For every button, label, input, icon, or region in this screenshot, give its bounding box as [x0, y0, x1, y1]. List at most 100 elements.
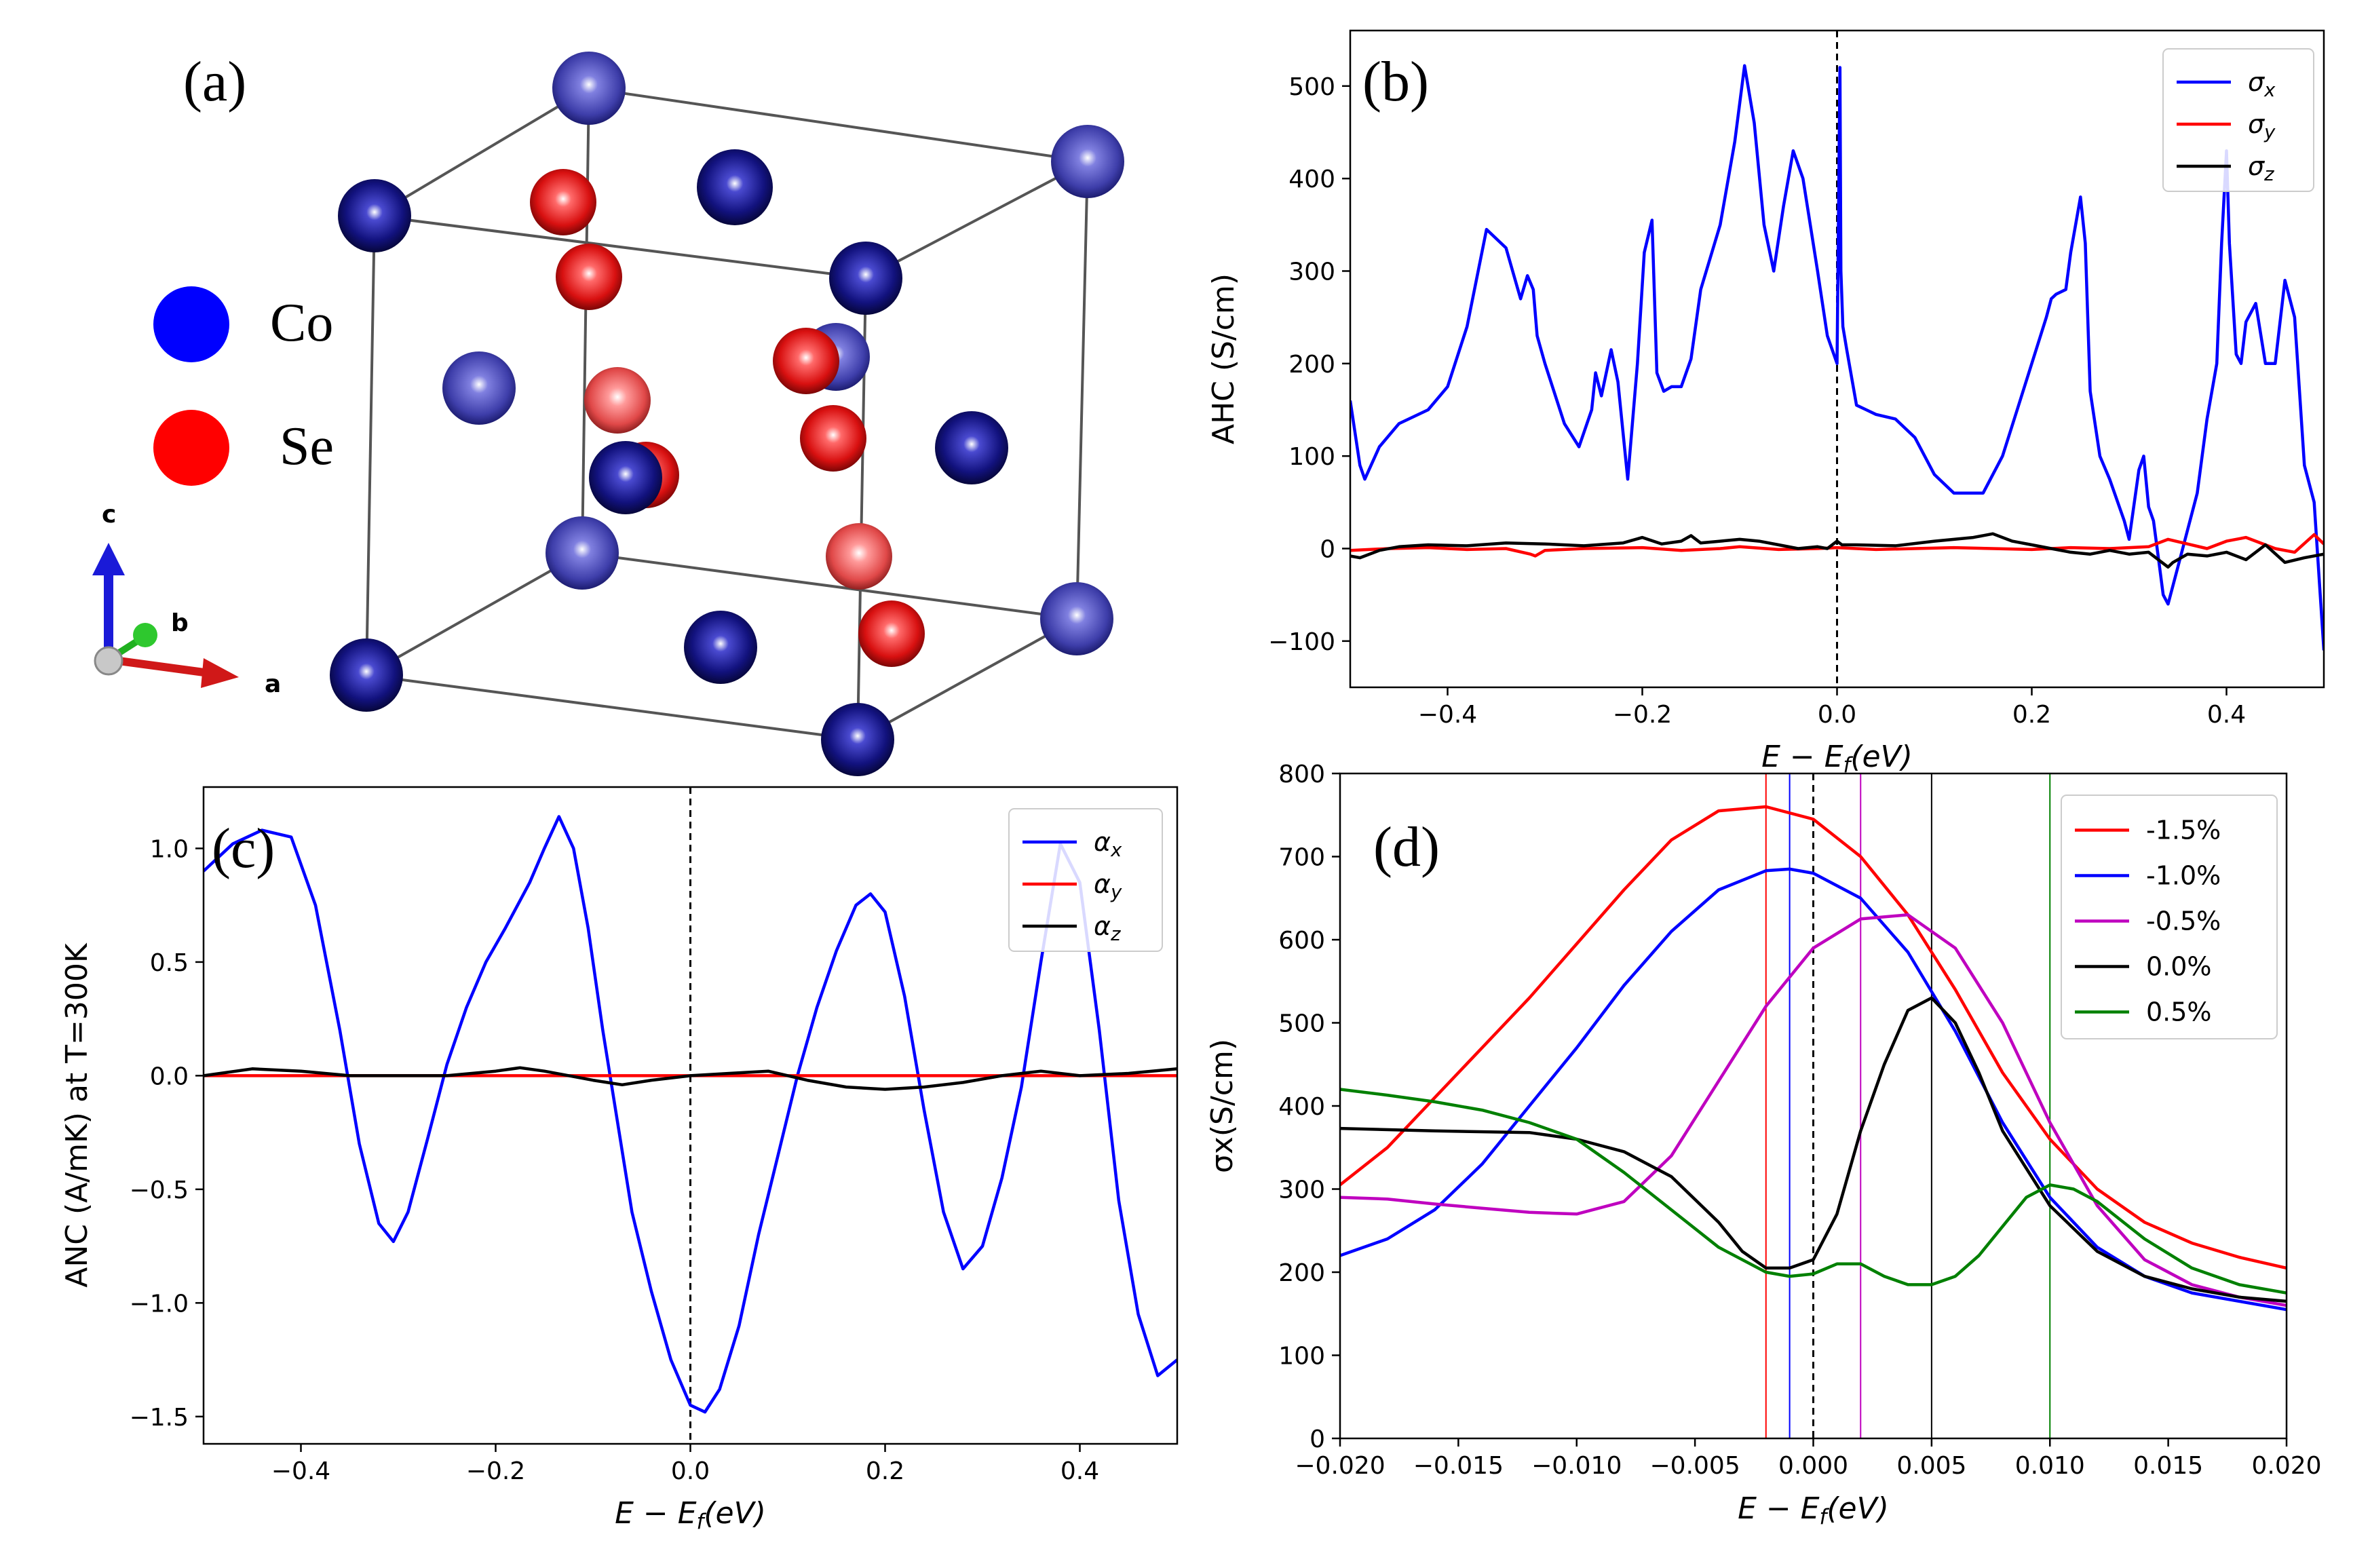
y-tick-label: 0.0	[150, 1063, 189, 1090]
legend-label: αx	[1094, 827, 1122, 861]
origin-sphere	[94, 646, 123, 676]
legend-frame	[2162, 48, 2314, 192]
se-atom	[773, 328, 839, 394]
panel-d-strain-chart: −0.020 −0.015 −0.010 −0.005 0.000 0.005 0.010 0…	[1205, 761, 2322, 1529]
series-group	[204, 787, 1177, 1444]
b-axis-head	[133, 623, 157, 647]
co-atom	[589, 441, 662, 514]
panel-c-label: (c)	[212, 817, 275, 880]
x-axis-label: E − Ef(eV)	[1738, 1491, 1889, 1529]
element-legend: Co Se	[153, 286, 334, 486]
se-atom	[858, 600, 925, 667]
c-axis-arrowhead	[92, 543, 125, 575]
x-tick-label: 0.2	[2012, 701, 2051, 729]
x-tick-label: 0.2	[866, 1457, 904, 1485]
series-line-σy	[1350, 533, 2324, 558]
c-axis-label: c	[102, 501, 116, 529]
se-atom	[800, 405, 866, 472]
se-legend-swatch	[153, 410, 229, 486]
co-atom-corner	[1040, 582, 1113, 655]
series-line--1.0%	[1340, 867, 2287, 1312]
co-atom-corner	[330, 638, 403, 712]
co-atom-corner	[821, 703, 894, 776]
x-tick-label: −0.4	[271, 1457, 330, 1485]
x-tick-label: 0.015	[2133, 1452, 2203, 1480]
series-line--1.5%	[1340, 805, 2287, 1270]
x-tick-label: 0.000	[1778, 1452, 1848, 1480]
y-tick-label: 400	[1278, 1093, 1325, 1121]
se-atom	[530, 169, 596, 235]
b-axis-label: b	[171, 609, 189, 637]
co-atom-corner	[1051, 125, 1124, 198]
x-tick-label: −0.2	[1613, 701, 1672, 729]
co-atom	[935, 411, 1008, 484]
unit-cell-edges	[365, 87, 1089, 741]
x-tick-label: −0.020	[1295, 1452, 1385, 1480]
y-tick-label: −0.5	[130, 1177, 189, 1204]
legend-label: σx	[2248, 67, 2276, 101]
legend-label: 0.0%	[2146, 952, 2212, 982]
legend-label: -1.0%	[2146, 861, 2221, 891]
x-axis-label: E − Ef(eV)	[615, 1496, 766, 1534]
se-legend-label: Se	[280, 417, 334, 476]
y-axis-label: AHC (S/cm)	[1206, 273, 1241, 444]
se-atom	[556, 244, 622, 310]
legend-label: 0.5%	[2146, 997, 2212, 1027]
legend: αx αy αz	[1008, 808, 1163, 952]
co-atom-corner	[546, 516, 619, 590]
legend-frame	[2061, 795, 2278, 1039]
y-tick-label: 0.5	[150, 949, 189, 977]
a-axis-arrowhead	[201, 658, 239, 688]
series-line-αx	[204, 815, 1177, 1414]
x-tick-label: 0.0	[1818, 701, 1856, 729]
co-atom	[697, 149, 773, 225]
y-tick-label: 0	[1320, 535, 1335, 563]
y-axis-label: ANC (A/mK) at T=300K	[60, 942, 94, 1288]
legend-label: -1.5%	[2146, 816, 2221, 845]
y-tick-label: −1.5	[130, 1404, 189, 1432]
anc-plot-area: −0.4 −0.2 0.0 0.2 0.4 −1.5 −1.0 −0.5 0.0 0.5 1.0 E …	[60, 786, 1179, 1534]
y-tick-label: 300	[1278, 1177, 1325, 1204]
se-atom	[826, 523, 892, 590]
legend: -1.5% -1.0% -0.5% 0.0% 0.5%	[2061, 795, 2278, 1039]
y-tick-label: 500	[1278, 1010, 1325, 1038]
y-tick-label: 500	[1288, 73, 1335, 101]
legend-label: αy	[1094, 869, 1122, 903]
legend-label: -0.5%	[2146, 906, 2221, 936]
y-tick-label: 200	[1278, 1259, 1325, 1287]
x-tick-label: 0.0	[671, 1457, 710, 1485]
y-tick-label: −1.0	[130, 1290, 189, 1318]
a-axis-label: a	[265, 670, 281, 698]
x-tick-label: 0.010	[2015, 1452, 2085, 1480]
legend: σx σy σz	[2162, 48, 2314, 192]
co-atom-corner	[552, 52, 626, 125]
x-tick-label: 0.4	[2207, 701, 2246, 729]
series-group	[1350, 31, 2324, 687]
legend-frame	[1008, 808, 1163, 952]
x-tick-label: 0.005	[1896, 1452, 1966, 1480]
x-tick-label: 0.4	[1060, 1457, 1099, 1485]
series-group	[1340, 773, 2287, 1438]
series-line-0.0%	[1340, 996, 2287, 1303]
y-tick-label: 200	[1288, 351, 1335, 379]
co-atom	[684, 611, 757, 684]
x-axis-label: E − Ef(eV)	[1761, 740, 1913, 778]
co-atom	[442, 351, 516, 425]
y-tick-label: 100	[1288, 443, 1335, 471]
panel-b-label: (b)	[1362, 50, 1429, 113]
series-line-0.5%	[1340, 1088, 2287, 1295]
y-tick-label: 100	[1278, 1343, 1325, 1371]
series-line-σz	[1350, 532, 2324, 569]
legend-label: σz	[2248, 151, 2274, 185]
x-tick-label: −0.005	[1650, 1452, 1740, 1480]
legend-label: αz	[1094, 911, 1121, 945]
axis-triad: c b a	[92, 501, 281, 698]
series-line-αz	[204, 1066, 1177, 1091]
y-tick-label: 700	[1278, 844, 1325, 872]
x-tick-label: −0.010	[1531, 1452, 1622, 1480]
y-tick-label: 400	[1288, 166, 1335, 193]
x-tick-label: 0.020	[2251, 1452, 2321, 1480]
y-tick-label: 800	[1278, 761, 1325, 788]
legend-label: σy	[2248, 109, 2276, 143]
